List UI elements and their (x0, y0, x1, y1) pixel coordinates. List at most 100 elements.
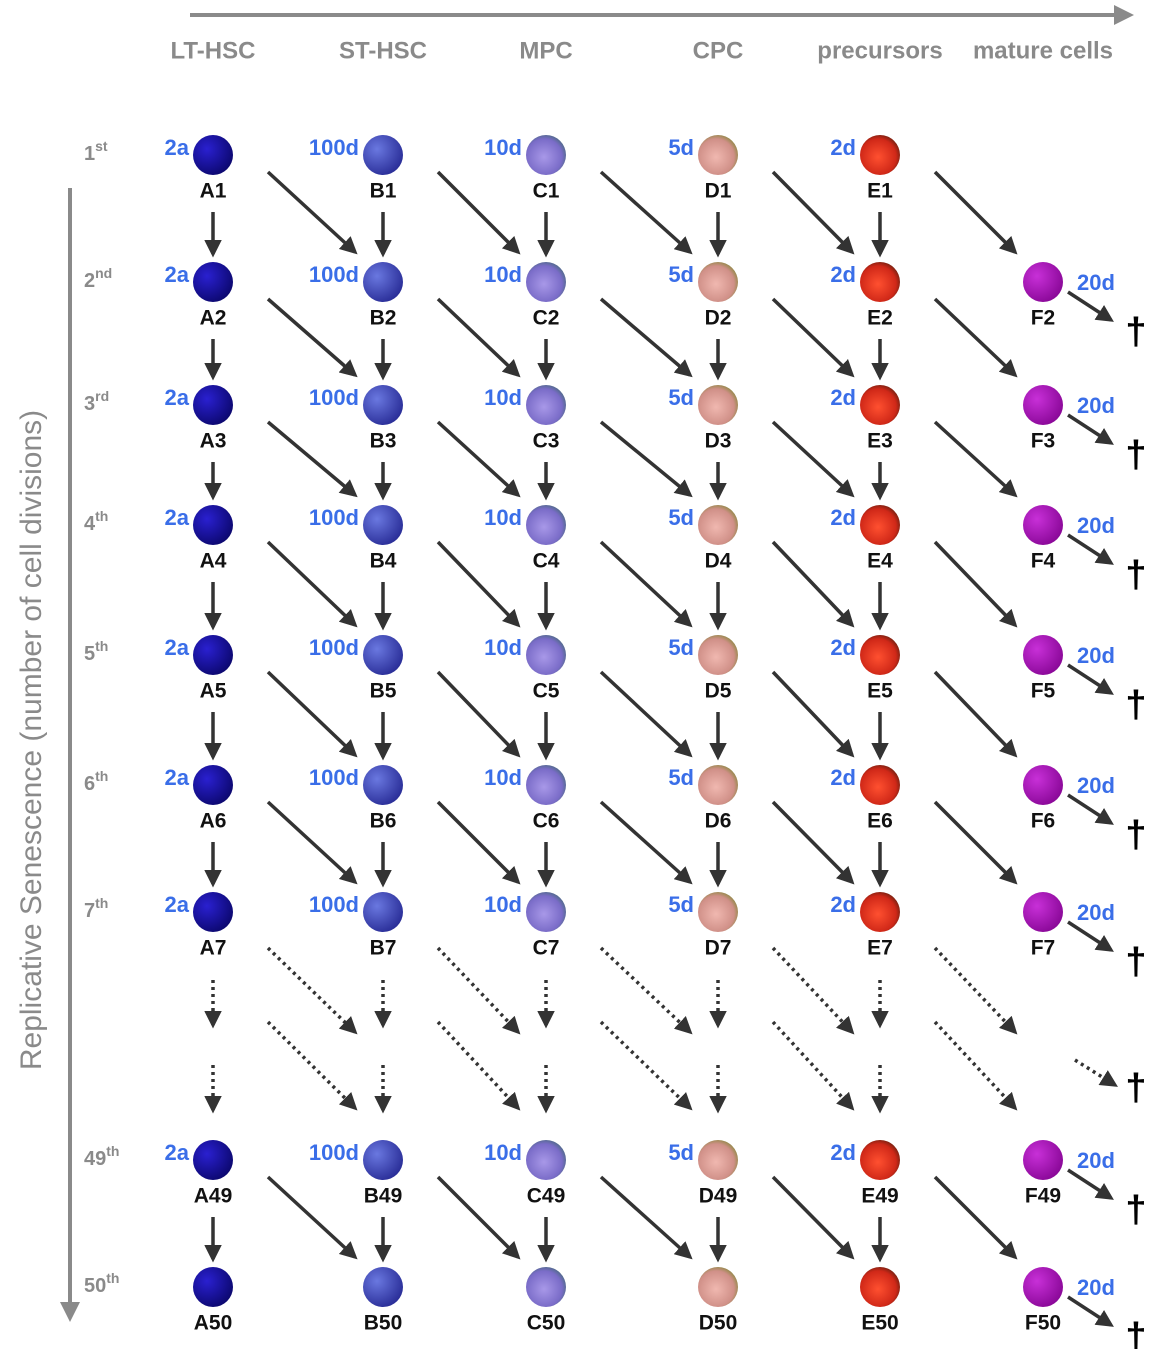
arrow (436, 800, 521, 885)
cell-lifetime: 2d (830, 635, 856, 660)
cell-lifetime: 5d (668, 892, 694, 917)
cell-lifetime: 5d (668, 262, 694, 287)
ordinal-number: 3 (84, 393, 95, 415)
cell (363, 385, 403, 425)
cell-lifetime: 100d (309, 1140, 359, 1165)
cell (193, 635, 233, 675)
cell-lifetime: 10d (484, 385, 522, 410)
arrow (266, 1020, 358, 1111)
cell-lifetime: 20d (1077, 270, 1115, 295)
cell-label: C50 (527, 1312, 566, 1335)
arrow (266, 170, 358, 255)
cell-lifetime: 2d (830, 765, 856, 790)
cell-label: E4 (867, 550, 893, 573)
arrow (436, 946, 521, 1035)
death-symbol: † (1125, 1316, 1146, 1349)
arrow (1067, 413, 1114, 445)
arrow (1067, 533, 1114, 565)
cell-label: E1 (867, 180, 893, 203)
cell-lifetime: 2a (165, 765, 190, 790)
cell-label: D7 (705, 937, 732, 960)
ordinal-number: 6 (84, 773, 95, 795)
cell-label: D6 (705, 810, 732, 833)
cell-label: E5 (867, 680, 893, 703)
arrow (771, 170, 855, 255)
death-symbol: † (1125, 1067, 1146, 1109)
cell (698, 262, 738, 302)
cell-label: D2 (705, 307, 732, 330)
cell-label: B1 (370, 180, 397, 203)
arrow (266, 540, 358, 628)
arrow (266, 800, 358, 885)
arrow (771, 1175, 855, 1260)
cell (1023, 505, 1063, 545)
death-symbol: † (1125, 554, 1146, 596)
arrow (266, 1175, 358, 1260)
cell-lifetime: 20d (1077, 900, 1115, 925)
cell-label: E50 (861, 1312, 898, 1335)
ordinal-number: 4 (84, 513, 96, 535)
cell (698, 135, 738, 175)
cell (526, 385, 566, 425)
cell (526, 892, 566, 932)
cell (363, 505, 403, 545)
cell (860, 385, 900, 425)
row-ordinal: 1st (84, 138, 108, 166)
cell-label: F49 (1025, 1185, 1061, 1208)
arrow (599, 946, 693, 1035)
ordinal-number: 50 (84, 1275, 106, 1297)
cell (193, 1267, 233, 1307)
arrow (771, 1020, 855, 1111)
cell-label: A5 (200, 680, 227, 703)
arrow (1067, 920, 1114, 952)
arrow (599, 420, 693, 498)
ordinal-number: 49 (84, 1148, 106, 1170)
arrow (933, 800, 1018, 885)
ordinal-number: 5 (84, 643, 95, 665)
cell-label: C49 (527, 1185, 566, 1208)
death-symbol: † (1125, 434, 1146, 476)
arrow (599, 540, 693, 628)
ordinal-suffix: st (95, 138, 108, 154)
cell-label: E3 (867, 430, 893, 453)
cell-label: D49 (699, 1185, 738, 1208)
cell-label: F6 (1031, 810, 1056, 833)
arrow (599, 170, 693, 255)
arrow (933, 420, 1018, 498)
cell-lifetime: 2d (830, 135, 856, 160)
cell-label: B7 (370, 937, 397, 960)
death-symbol: † (1125, 311, 1146, 353)
arrow (599, 800, 693, 885)
cell-label: F5 (1031, 680, 1056, 703)
cell-lifetime: 5d (668, 385, 694, 410)
cell-lifetime: 10d (484, 765, 522, 790)
cell-label: B6 (370, 810, 397, 833)
cell-label: D4 (705, 550, 732, 573)
cell-label: B4 (370, 550, 397, 573)
row-ordinal: 7th (84, 895, 108, 923)
cell (526, 505, 566, 545)
ordinal-suffix: th (106, 1270, 119, 1286)
arrow (266, 297, 358, 378)
cell-lifetime: 2a (165, 385, 190, 410)
cell-label: C6 (533, 810, 560, 833)
cell (363, 135, 403, 175)
cell-label: F2 (1031, 307, 1056, 330)
cell-lifetime: 5d (668, 135, 694, 160)
cell-label: C5 (533, 680, 560, 703)
cell-label: C1 (533, 180, 560, 203)
cell-label: F3 (1031, 430, 1056, 453)
cell-lifetime: 2d (830, 892, 856, 917)
arrow (771, 297, 855, 378)
arrow (1067, 1295, 1114, 1327)
arrow (933, 540, 1018, 628)
cell-label: B5 (370, 680, 397, 703)
cell-label: B3 (370, 430, 397, 453)
cell-lifetime: 2d (830, 505, 856, 530)
arrow (436, 420, 521, 498)
ordinal-suffix: nd (95, 265, 112, 281)
cell (1023, 385, 1063, 425)
arrow (436, 170, 521, 255)
arrow (1067, 793, 1114, 825)
cell-lifetime: 2a (165, 262, 190, 287)
